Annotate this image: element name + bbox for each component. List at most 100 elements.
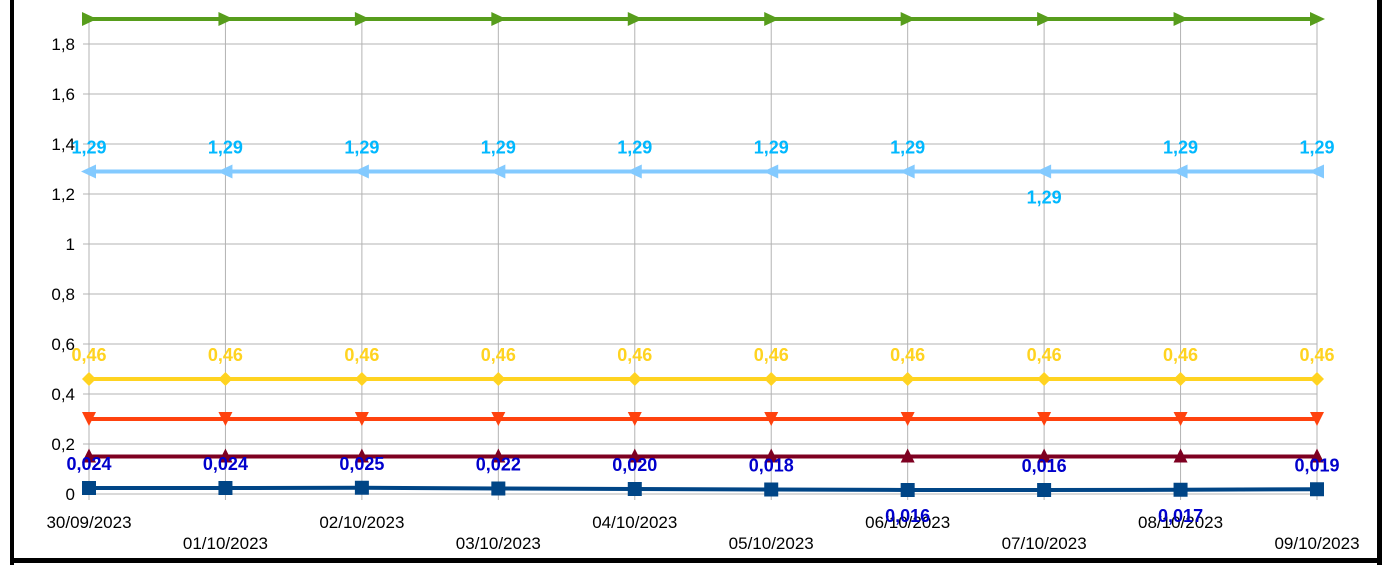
marker-triangle-left xyxy=(1309,164,1324,179)
marker-diamond xyxy=(1310,372,1324,386)
marker-triangle-down xyxy=(1173,412,1188,426)
marker-square xyxy=(1310,482,1324,497)
data-label: 1,29 xyxy=(890,138,925,158)
data-label: 0,018 xyxy=(749,456,794,476)
marker-diamond xyxy=(82,372,96,386)
series-1 xyxy=(81,164,1324,179)
marker-triangle-left xyxy=(1036,164,1052,179)
marker-triangle-right xyxy=(627,12,643,26)
series-group xyxy=(81,12,1325,497)
data-label: 1,29 xyxy=(1163,138,1198,158)
marker-triangle-up xyxy=(627,448,642,463)
x-tick-label: 07/10/2023 xyxy=(1002,534,1087,553)
marker-square xyxy=(354,480,369,495)
data-label: 0,46 xyxy=(1027,345,1062,365)
data-label: 0,019 xyxy=(1294,455,1339,475)
series-0 xyxy=(82,12,1325,26)
series-5 xyxy=(82,480,1324,497)
y-tick-label: 0,4 xyxy=(51,385,75,404)
data-label: 0,020 xyxy=(612,455,657,475)
x-tick-label: 04/10/2023 xyxy=(592,513,677,532)
data-label: 0,46 xyxy=(1163,345,1198,365)
marker-triangle-right xyxy=(82,12,97,26)
marker-diamond xyxy=(764,372,779,386)
marker-diamond xyxy=(627,372,642,386)
y-tick-label: 0,6 xyxy=(51,335,75,354)
data-label: 1,29 xyxy=(1299,138,1334,158)
data-labels: 1,29 1,29 1,29 1,29 1,29 1,29 1,29 1,29 1,29 1,29… xyxy=(66,138,1339,527)
marker-triangle-up xyxy=(491,448,506,463)
marker-square xyxy=(764,482,779,497)
data-label: 1,29 xyxy=(71,138,106,158)
marker-triangle-left xyxy=(81,164,96,179)
marker-triangle-up xyxy=(1037,448,1052,463)
x-tick-label: 06/10/2023 xyxy=(865,513,950,532)
gridlines xyxy=(83,18,1318,500)
y-tick-label: 1,8 xyxy=(51,35,75,54)
data-label: 0,46 xyxy=(617,345,652,365)
marker-triangle-up xyxy=(764,448,779,463)
marker-triangle-right xyxy=(764,12,780,26)
series-3 xyxy=(82,412,1324,426)
marker-diamond xyxy=(1173,372,1188,386)
marker-triangle-down xyxy=(764,412,779,426)
marker-triangle-down xyxy=(82,412,96,426)
data-label: 0,016 xyxy=(885,506,930,526)
data-label: 0,024 xyxy=(66,454,111,474)
marker-triangle-down xyxy=(491,412,506,426)
marker-triangle-left xyxy=(490,164,506,179)
marker-square xyxy=(900,483,915,497)
data-label: 0,46 xyxy=(208,345,243,365)
marker-triangle-up xyxy=(82,448,96,463)
chart-frame-right xyxy=(1377,0,1382,565)
data-label: 0,46 xyxy=(890,345,925,365)
marker-triangle-left xyxy=(353,164,369,179)
x-axis: 30/09/2023 01/10/2023 02/10/2023 03/10/2023… xyxy=(46,513,1359,553)
marker-square xyxy=(1173,482,1188,497)
marker-triangle-down xyxy=(218,412,233,426)
marker-triangle-down xyxy=(900,412,915,426)
x-tick-label: 05/10/2023 xyxy=(729,534,814,553)
marker-triangle-left xyxy=(899,164,915,179)
marker-diamond xyxy=(1037,372,1052,386)
data-label: 1,29 xyxy=(1027,188,1062,208)
marker-triangle-right xyxy=(354,12,370,26)
marker-triangle-up xyxy=(218,448,233,463)
marker-diamond xyxy=(354,372,369,386)
x-tick-label: 09/10/2023 xyxy=(1274,534,1359,553)
x-tick-label: 03/10/2023 xyxy=(456,534,541,553)
y-tick-label: 1,4 xyxy=(51,135,75,154)
marker-triangle-right xyxy=(491,12,507,26)
y-tick-label: 1,6 xyxy=(51,85,75,104)
marker-diamond xyxy=(491,372,506,386)
data-label: 0,025 xyxy=(339,454,384,474)
marker-triangle-down xyxy=(354,412,369,426)
chart-frame-left xyxy=(10,0,14,565)
data-label: 1,29 xyxy=(481,138,516,158)
marker-diamond xyxy=(900,372,915,386)
marker-square xyxy=(1037,483,1052,497)
marker-square xyxy=(491,481,506,496)
marker-triangle-left xyxy=(626,164,642,179)
chart-frame-bottom xyxy=(10,558,1382,563)
marker-diamond xyxy=(218,372,233,386)
marker-square xyxy=(627,482,642,496)
y-axis: 0 0,2 0,4 0,6 0,8 1 1,2 1,4 1,6 1,8 xyxy=(51,35,75,504)
marker-triangle-up xyxy=(1173,448,1188,463)
y-tick-label: 0,8 xyxy=(51,285,75,304)
marker-triangle-down xyxy=(1310,412,1324,426)
y-tick-label: 0,2 xyxy=(51,435,75,454)
marker-triangle-right xyxy=(1173,12,1189,26)
x-tick-label: 08/10/2023 xyxy=(1138,513,1223,532)
marker-triangle-up xyxy=(1310,448,1324,463)
data-label: 0,46 xyxy=(71,345,106,365)
series-4 xyxy=(82,448,1324,463)
marker-triangle-right xyxy=(1310,12,1325,26)
marker-square xyxy=(82,481,96,495)
marker-triangle-down xyxy=(627,412,642,426)
marker-triangle-left xyxy=(763,164,779,179)
data-label: 0,022 xyxy=(476,455,521,475)
data-label: 0,46 xyxy=(1299,345,1334,365)
data-label: 0,017 xyxy=(1158,506,1203,526)
